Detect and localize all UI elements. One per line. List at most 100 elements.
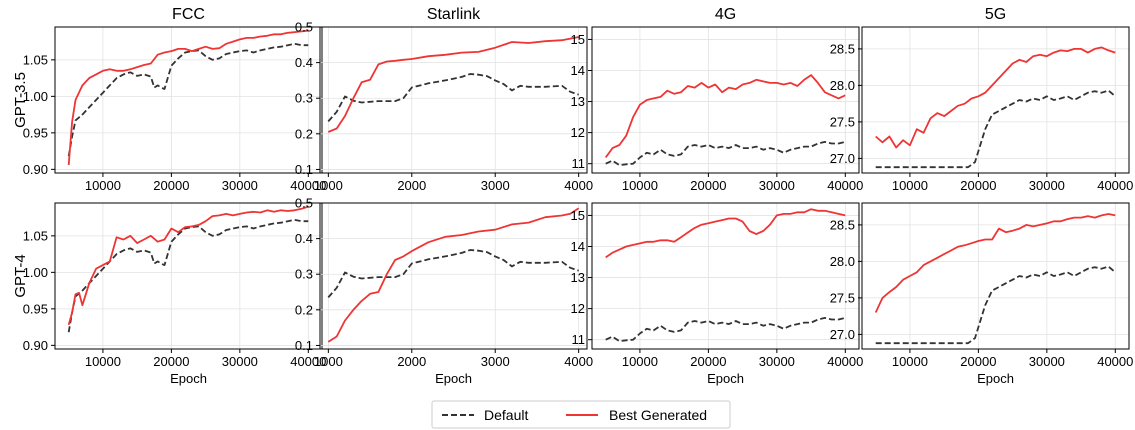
series-line-default — [327, 73, 579, 122]
legend-generated-label: Best Generated — [609, 407, 707, 423]
x-tick-label: 2000 — [397, 178, 426, 193]
axes-frame — [319, 202, 588, 350]
series-line-default — [327, 249, 579, 298]
y-tick-label: 0.2 — [295, 302, 313, 317]
x-tick-label: 20000 — [690, 354, 726, 369]
series-line-best-generated — [604, 74, 846, 159]
y-tick-label: 27.0 — [830, 327, 855, 342]
y-tick-label: 0.3 — [295, 267, 313, 282]
y-tick-label: 0.5 — [295, 196, 313, 211]
y-tick-label: 12 — [571, 125, 585, 140]
y-tick-label: 12 — [571, 301, 585, 316]
y-tick-label: 27.5 — [830, 290, 855, 305]
x-tick-label: 20000 — [153, 178, 189, 193]
y-tick-label: 28.5 — [830, 41, 855, 56]
x-tick-label: 30000 — [1029, 354, 1065, 369]
y-tick-label: 27.5 — [830, 114, 855, 129]
series-line-default — [67, 42, 309, 157]
panel-7: 10000 20000 30000 40000 11 12 13 14 15 Epoch — [571, 202, 863, 386]
x-tick-label: 20000 — [690, 178, 726, 193]
y-tick-label: 11 — [572, 332, 586, 347]
legend-default-label: Default — [484, 407, 528, 423]
x-tick-label: 40000 — [1097, 354, 1133, 369]
panel-title: Starlink — [427, 6, 481, 23]
y-tick-label: 0.95 — [23, 301, 48, 316]
x-tick-label: 20000 — [960, 354, 996, 369]
x-axis-label: Epoch — [170, 371, 207, 386]
axes-frame — [319, 26, 588, 174]
x-tick-label: 1000 — [314, 354, 343, 369]
panel-5: 10000 20000 30000 40000 0.90 0.95 1.00 1.05 GPT-… — [12, 202, 326, 386]
x-tick-label: 10000 — [85, 354, 121, 369]
y-tick-label: 1.05 — [23, 52, 48, 67]
x-tick-label: 20000 — [960, 178, 996, 193]
legend: Default Best Generated — [431, 400, 731, 429]
series-line-default — [67, 218, 309, 333]
panel-2: 1000 2000 3000 4000 0.1 0.2 0.3 0.4 0.5 Starlink — [295, 6, 593, 193]
y-tick-label: 13 — [571, 94, 585, 109]
y-tick-label: 0.1 — [295, 338, 313, 353]
axes-frame — [591, 26, 860, 174]
x-tick-label: 4000 — [564, 354, 593, 369]
series-line-default — [605, 316, 846, 343]
panel-title: 4G — [715, 6, 736, 23]
y-tick-label: 1.00 — [23, 265, 48, 280]
panel-4: 10000 20000 30000 40000 27.0 27.5 28.0 28.5 5G — [830, 6, 1134, 193]
x-tick-label: 3000 — [481, 178, 510, 193]
panel-title: 5G — [985, 6, 1006, 23]
panel-1: 10000 20000 30000 40000 0.90 0.95 1.00 1.05 FCC G… — [12, 6, 326, 193]
x-tick-label: 40000 — [827, 354, 863, 369]
y-tick-label: 0.3 — [295, 91, 313, 106]
axes-frame — [861, 202, 1130, 350]
y-tick-label: 1.05 — [23, 228, 48, 243]
x-axis-label: Epoch — [707, 371, 744, 386]
y-tick-label: 11 — [572, 156, 586, 171]
x-tick-label: 40000 — [290, 178, 326, 193]
y-tick-label: 1.00 — [23, 89, 48, 104]
x-tick-label: 3000 — [481, 354, 510, 369]
y-tick-label: 0.2 — [295, 126, 313, 141]
axes-frame — [54, 202, 323, 350]
x-tick-label: 30000 — [759, 354, 795, 369]
axes-frame — [591, 202, 860, 350]
y-tick-label: 27.0 — [830, 151, 855, 166]
x-tick-label: 20000 — [153, 354, 189, 369]
y-tick-label: 15 — [571, 208, 585, 223]
x-axis-label: Epoch — [435, 371, 472, 386]
y-tick-label: 15 — [571, 32, 585, 47]
y-tick-label: 14 — [571, 239, 585, 254]
y-tick-label: 0.4 — [295, 55, 313, 70]
y-tick-label: 14 — [571, 63, 585, 78]
row-label: GPT-4 — [12, 254, 29, 297]
axes-frame — [861, 26, 1130, 174]
panel-6: 1000 2000 3000 4000 0.1 0.2 0.3 0.4 0.5 Epoch — [295, 196, 593, 387]
x-tick-label: 30000 — [1029, 178, 1065, 193]
x-tick-label: 10000 — [892, 178, 928, 193]
y-tick-label: 0.1 — [295, 162, 313, 177]
x-tick-label: 30000 — [759, 178, 795, 193]
y-tick-label: 28.5 — [830, 217, 855, 232]
x-tick-label: 40000 — [1097, 178, 1133, 193]
series-line-best-generated — [605, 208, 846, 259]
panel-title: FCC — [172, 6, 205, 23]
panel-8: 10000 20000 30000 40000 27.0 27.5 28.0 28.5 Epoc… — [830, 202, 1133, 386]
x-tick-label: 2000 — [397, 354, 426, 369]
series-line-best-generated — [67, 205, 309, 326]
x-tick-label: 10000 — [85, 178, 121, 193]
y-tick-label: 0.5 — [295, 20, 313, 35]
x-tick-label: 40000 — [827, 178, 863, 193]
x-tick-label: 10000 — [892, 354, 928, 369]
series-line-default — [605, 140, 846, 167]
series-line-best-generated — [875, 46, 1116, 149]
series-line-best-generated — [327, 36, 579, 133]
y-tick-label: 0.90 — [23, 338, 48, 353]
x-axis-label: Epoch — [977, 371, 1014, 386]
series-line-default — [875, 89, 1116, 169]
x-tick-label: 10000 — [622, 178, 658, 193]
y-tick-label: 28.0 — [830, 254, 855, 269]
y-tick-label: 28.0 — [830, 78, 855, 93]
x-tick-label: 30000 — [222, 178, 258, 193]
axes-frame — [54, 26, 323, 174]
series-line-best-generated — [327, 207, 580, 343]
